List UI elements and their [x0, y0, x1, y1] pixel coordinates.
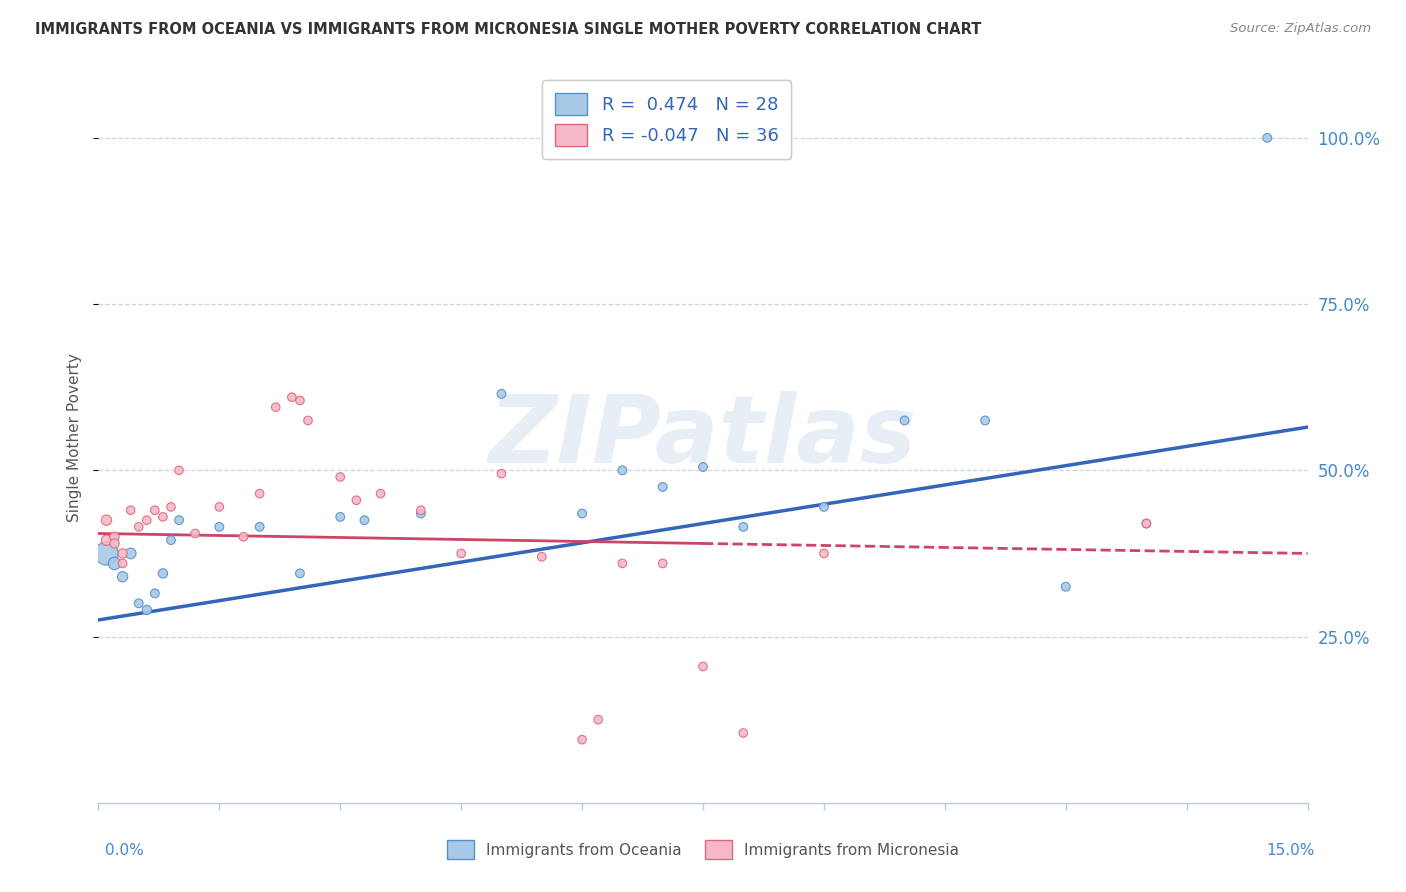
Point — [329, 470, 352, 484]
Point — [128, 596, 150, 610]
Point — [184, 526, 207, 541]
Point — [232, 530, 254, 544]
Point — [208, 500, 231, 514]
Point — [143, 503, 166, 517]
Text: IMMIGRANTS FROM OCEANIA VS IMMIGRANTS FROM MICRONESIA SINGLE MOTHER POVERTY CORR: IMMIGRANTS FROM OCEANIA VS IMMIGRANTS FR… — [35, 22, 981, 37]
Point — [103, 557, 125, 571]
Point — [111, 546, 134, 560]
Point — [733, 520, 755, 534]
Point — [612, 463, 634, 477]
Point — [120, 546, 142, 560]
Point — [96, 533, 118, 548]
Point — [167, 513, 190, 527]
Point — [974, 413, 997, 427]
Point — [1256, 131, 1278, 145]
Point — [586, 713, 609, 727]
Point — [1054, 580, 1077, 594]
Point — [344, 493, 367, 508]
Text: 15.0%: 15.0% — [1267, 843, 1315, 858]
Point — [571, 507, 593, 521]
Point — [813, 500, 835, 514]
Point — [297, 413, 319, 427]
Point — [135, 513, 157, 527]
Point — [288, 566, 311, 581]
Point — [128, 520, 150, 534]
Point — [530, 549, 553, 564]
Point — [152, 509, 174, 524]
Legend: Immigrants from Oceania, Immigrants from Micronesia: Immigrants from Oceania, Immigrants from… — [439, 832, 967, 866]
Point — [370, 486, 392, 500]
Text: ZIPatlas: ZIPatlas — [489, 391, 917, 483]
Point — [409, 503, 432, 517]
Point — [103, 536, 125, 550]
Point — [96, 546, 118, 560]
Point — [208, 520, 231, 534]
Point — [96, 513, 118, 527]
Point — [143, 586, 166, 600]
Point — [491, 467, 513, 481]
Point — [249, 520, 271, 534]
Point — [103, 530, 125, 544]
Point — [281, 390, 304, 404]
Point — [264, 400, 287, 414]
Text: 0.0%: 0.0% — [105, 843, 145, 858]
Y-axis label: Single Mother Poverty: Single Mother Poverty — [67, 352, 83, 522]
Point — [692, 460, 714, 475]
Point — [409, 507, 432, 521]
Point — [111, 570, 134, 584]
Point — [571, 732, 593, 747]
Point — [491, 387, 513, 401]
Point — [135, 603, 157, 617]
Point — [1135, 516, 1157, 531]
Point — [1135, 516, 1157, 531]
Point — [111, 557, 134, 571]
Point — [167, 463, 190, 477]
Point — [813, 546, 835, 560]
Point — [160, 533, 183, 548]
Text: Source: ZipAtlas.com: Source: ZipAtlas.com — [1230, 22, 1371, 36]
Point — [249, 486, 271, 500]
Point — [651, 557, 673, 571]
Point — [651, 480, 673, 494]
Point — [893, 413, 915, 427]
Point — [120, 503, 142, 517]
Point — [160, 500, 183, 514]
Point — [733, 726, 755, 740]
Point — [288, 393, 311, 408]
Point — [450, 546, 472, 560]
Point — [353, 513, 375, 527]
Point — [152, 566, 174, 581]
Point — [692, 659, 714, 673]
Point — [329, 509, 352, 524]
Legend: R =  0.474   N = 28, R = -0.047   N = 36: R = 0.474 N = 28, R = -0.047 N = 36 — [543, 80, 792, 159]
Point — [612, 557, 634, 571]
